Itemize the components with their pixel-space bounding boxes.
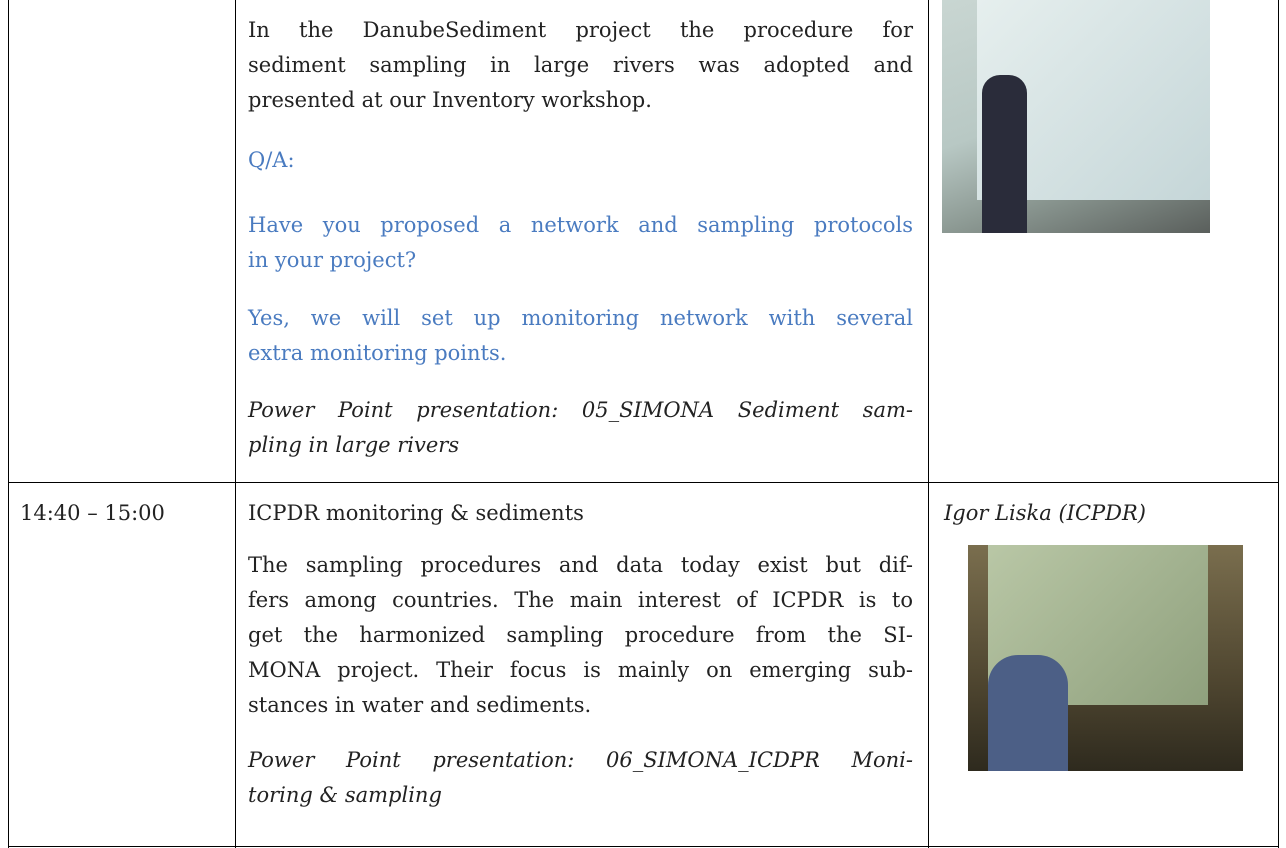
session-title: ICPDR monitoring & sediments (248, 501, 584, 525)
text-line: toring & sampling (248, 783, 442, 807)
table-border (235, 0, 236, 848)
text-line: Power Point presentation: 06_SIMONA_ICDP… (248, 748, 913, 772)
speaker: Igor Liska (ICPDR) (944, 501, 1146, 525)
photo (942, 0, 1210, 233)
text-line: extra monitoring points. (248, 341, 507, 365)
text-line: stances in water and sediments. (248, 693, 592, 717)
table-border (928, 0, 929, 848)
text-line: get the harmonized sampling procedure fr… (248, 623, 913, 647)
text-line: presented at our Inventory workshop. (248, 88, 652, 112)
text-line: Have you proposed a network and sampling… (248, 213, 913, 237)
text-line: pling in large rivers (248, 433, 460, 457)
table-border (8, 0, 9, 848)
text-line: fers among countries. The main interest … (248, 588, 913, 612)
table-border (8, 846, 1279, 847)
text-line: Power Point presentation: 05_SIMONA Sedi… (248, 398, 913, 422)
text-line: in your project? (248, 248, 417, 272)
time-slot: 14:40 – 15:00 (20, 501, 165, 525)
text-line: Yes, we will set up monitoring network w… (248, 306, 913, 330)
text-line: MONA project. Their focus is mainly on e… (248, 658, 913, 682)
text-line: Q/A: (248, 148, 295, 172)
table-border (8, 482, 1279, 483)
text-line: The sampling procedures and data today e… (248, 553, 913, 577)
presenter (988, 655, 1068, 771)
text-line: sediment sampling in large rivers was ad… (248, 53, 913, 77)
presenter (982, 75, 1027, 233)
table-border (1278, 0, 1279, 848)
text-line: In the DanubeSediment project the proced… (248, 18, 913, 42)
photo (968, 545, 1243, 771)
